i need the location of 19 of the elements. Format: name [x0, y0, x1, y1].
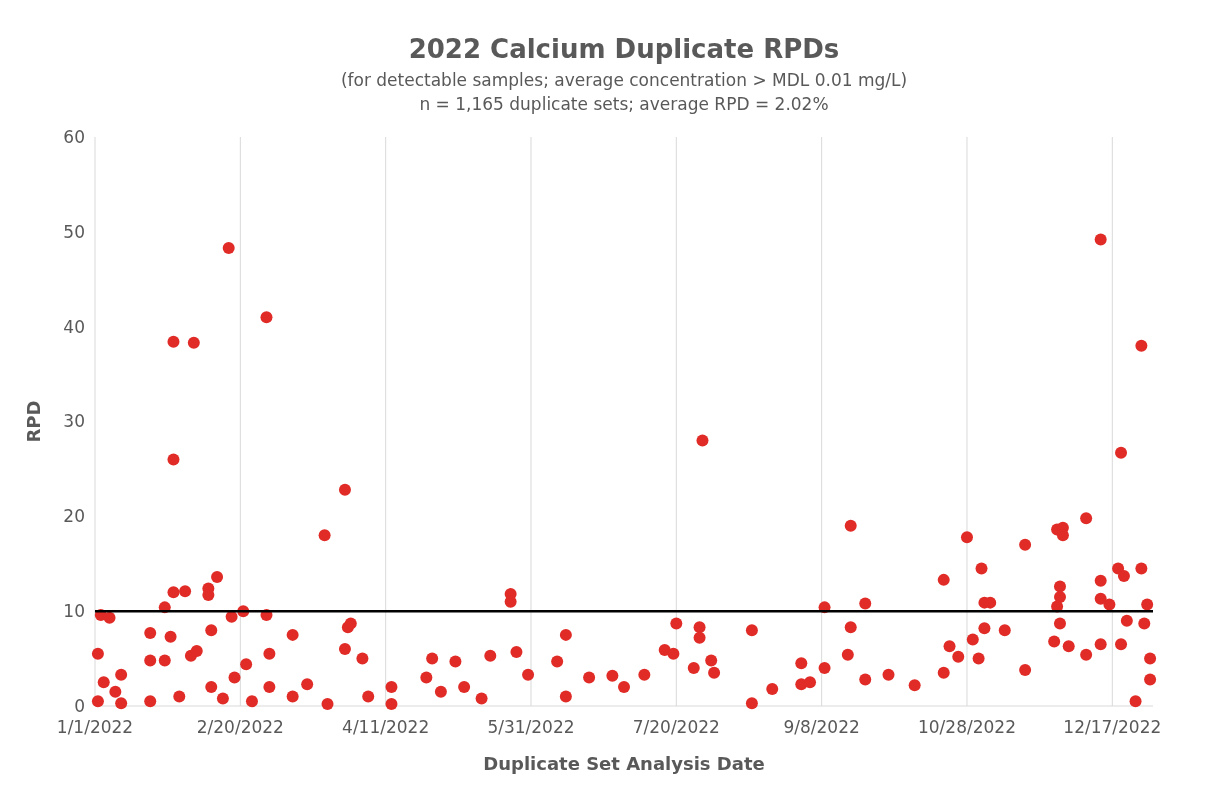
- y-tick-label: 10: [63, 601, 85, 622]
- y-tick-label: 50: [63, 221, 85, 242]
- y-tick-label: 60: [63, 126, 85, 147]
- x-tick-label: 1/1/2022: [56, 717, 134, 737]
- x-tick-label: 4/11/2022: [342, 717, 430, 737]
- x-tick-label: 5/31/2022: [487, 717, 575, 737]
- y-tick-label: 30: [63, 411, 85, 432]
- x-tick-label: 12/17/2022: [1063, 717, 1162, 737]
- x-axis-title: Duplicate Set Analysis Date: [483, 753, 765, 774]
- y-tick-label: 0: [74, 695, 85, 716]
- x-tick-label: 9/8/2022: [783, 717, 860, 737]
- y-axis-title: RPD: [23, 400, 44, 443]
- chart-title: 2022 Calcium Duplicate RPDs: [408, 34, 840, 64]
- x-tick-label: 7/20/2022: [632, 717, 720, 737]
- x-tick-label: 10/28/2022: [917, 717, 1016, 737]
- y-tick-label: 20: [63, 506, 85, 527]
- chart-subtitle: (for detectable samples; average concentration > MDL 0.01 mg/L) n = 1,165 duplicate sets; average RPD = 2.02%: [340, 70, 908, 114]
- y-tick-label: 40: [63, 316, 85, 337]
- x-tick-label: 2/20/2022: [196, 717, 284, 737]
